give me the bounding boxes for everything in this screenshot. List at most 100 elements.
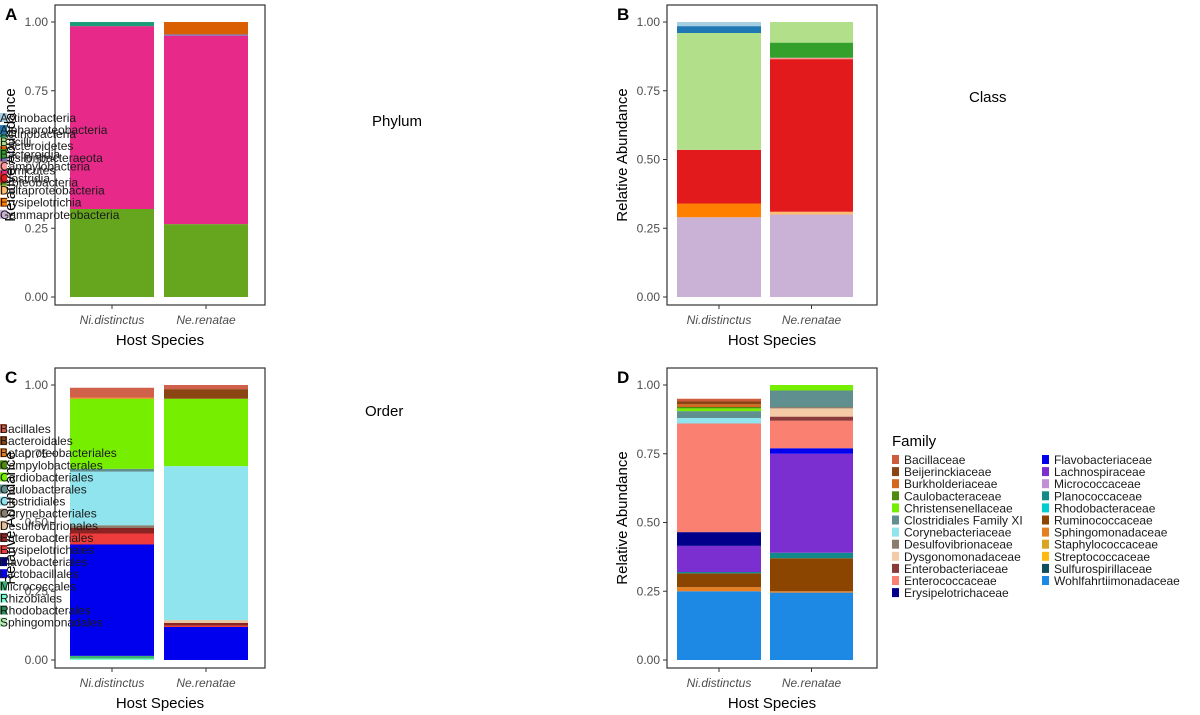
legend-swatch-d-4 bbox=[892, 503, 899, 513]
x-tick-label-a-0: Ni.distinctus bbox=[80, 313, 145, 327]
bar-segment-a-0-4 bbox=[70, 209, 154, 297]
bar-segment-d-0-10 bbox=[677, 423, 761, 533]
bar-segment-c-0-10 bbox=[70, 533, 154, 545]
legend-label-b-1: Alphaproteobacteria bbox=[0, 123, 108, 137]
legend-swatch-c-0 bbox=[0, 424, 7, 433]
legend-label-b-8: Gammaproteobacteria bbox=[0, 208, 120, 222]
legend-swatch-d-18 bbox=[1042, 527, 1049, 537]
legend-label-b-4: Campylobacteria bbox=[0, 159, 90, 173]
x-axis-title-b: Host Species bbox=[728, 332, 816, 349]
legend-title-d: Family bbox=[892, 433, 937, 450]
legend-swatch-c-10 bbox=[0, 545, 7, 554]
legend-title-c: Order bbox=[365, 403, 403, 420]
y-tick-label-a-3: 0.75 bbox=[25, 84, 49, 98]
legend-label-b-7: Erysipelotrichia bbox=[0, 196, 82, 210]
bar-segment-c-1-12 bbox=[164, 627, 248, 660]
bar-segment-b-1-3 bbox=[770, 42, 853, 58]
bar-segment-d-0-1 bbox=[677, 401, 761, 405]
bar-segment-c-0-4 bbox=[70, 398, 154, 469]
bar-segment-d-1-9 bbox=[770, 416, 853, 421]
bar-segment-a-1-1 bbox=[164, 22, 248, 35]
y-tick-label-b-3: 0.75 bbox=[637, 84, 661, 98]
bar-segment-b-0-0 bbox=[677, 22, 761, 27]
y-axis-title-b: Relative Abundance bbox=[614, 88, 631, 221]
x-tick-label-a-1: Ne.renatae bbox=[176, 313, 236, 327]
legend-label-c-7: Corynebacteriales bbox=[0, 507, 97, 521]
bar-segment-b-0-1 bbox=[677, 26, 761, 33]
legend-swatch-b-1 bbox=[0, 125, 7, 135]
bar-segment-a-0-0 bbox=[70, 22, 154, 27]
legend-label-d-15: Planococcaceae bbox=[1054, 489, 1142, 503]
legend-label-c-10: Erysipelotrichales bbox=[0, 543, 94, 557]
legend-label-a-0: Actinobacteria bbox=[0, 127, 76, 141]
y-tick-label-d-2: 0.50 bbox=[637, 516, 661, 530]
bar-segment-c-0-6 bbox=[70, 471, 154, 526]
legend-swatch-c-8 bbox=[0, 520, 7, 530]
legend-swatch-b-5 bbox=[0, 173, 7, 183]
legend-swatch-c-6 bbox=[0, 496, 7, 506]
legend-swatch-d-17 bbox=[1042, 515, 1049, 525]
legend-label-d-20: Streptococcaceae bbox=[1054, 550, 1150, 564]
bar-segment-d-0-11 bbox=[677, 532, 761, 546]
bar-segment-c-0-12 bbox=[70, 544, 154, 656]
legend-label-d-9: Enterobacteriaceae bbox=[904, 562, 1008, 576]
legend-swatch-c-9 bbox=[0, 532, 7, 542]
legend-swatch-d-7 bbox=[892, 539, 899, 549]
bar-segment-b-0-5 bbox=[677, 149, 761, 204]
x-tick-label-c-1: Ne.renatae bbox=[176, 676, 236, 690]
panel-label-b: B bbox=[617, 5, 629, 24]
bar-segment-d-0-6 bbox=[677, 418, 761, 424]
legend-label-c-6: Clostridiales bbox=[0, 495, 65, 509]
legend-swatch-b-2 bbox=[0, 137, 7, 147]
bar-segment-a-0-3 bbox=[70, 26, 154, 209]
legend-label-b-0: Actinobacteria bbox=[0, 111, 76, 125]
legend-label-b-5: Clostridia bbox=[0, 172, 50, 186]
legend-swatch-b-8 bbox=[0, 209, 7, 219]
bar-segment-d-1-13 bbox=[770, 453, 853, 553]
panel-label-c: C bbox=[5, 368, 17, 387]
legend-swatch-d-15 bbox=[1042, 491, 1049, 501]
y-tick-label-d-1: 0.25 bbox=[637, 584, 661, 598]
bar-segment-d-1-12 bbox=[770, 448, 853, 454]
legend-label-c-1: Bacteroidales bbox=[0, 434, 73, 448]
panel-label-d: D bbox=[617, 368, 629, 387]
y-tick-label-b-2: 0.50 bbox=[637, 153, 661, 167]
y-tick-label-c-3: 0.75 bbox=[25, 447, 49, 461]
bar-segment-b-0-2 bbox=[677, 33, 761, 150]
legend-label-c-13: Micrococcales bbox=[0, 579, 76, 593]
legend-label-d-16: Rhodobacteraceae bbox=[1054, 501, 1156, 515]
bar-segment-d-1-15 bbox=[770, 552, 853, 559]
legend-label-c-4: Cardiobacteriales bbox=[0, 470, 93, 484]
bar-segment-d-1-4 bbox=[770, 385, 853, 391]
legend-label-c-9: Enterobacteriales bbox=[0, 531, 93, 545]
bar-segment-c-0-14 bbox=[70, 658, 154, 660]
legend-swatch-b-0 bbox=[0, 113, 7, 122]
legend-label-a-2: Epsilonbacteraeota bbox=[0, 151, 103, 165]
legend-swatch-c-2 bbox=[0, 448, 7, 458]
legend-label-d-4: Christensenellaceae bbox=[904, 501, 1013, 515]
legend-label-c-0: Bacillales bbox=[0, 422, 51, 436]
bar-segment-c-0-13 bbox=[70, 655, 154, 659]
panel-frame-c bbox=[54, 367, 266, 669]
bar-segment-c-1-9 bbox=[164, 622, 248, 626]
legend-label-d-3: Caulobacteraceae bbox=[904, 489, 1002, 503]
legend-label-c-3: Campylobacterales bbox=[0, 458, 103, 472]
bar-segment-d-1-17 bbox=[770, 558, 853, 592]
y-tick-label-c-0: 0.00 bbox=[25, 653, 49, 667]
legend-label-d-22: Wohlfahrtiimonadaceae bbox=[1054, 574, 1180, 588]
legend-label-d-14: Micrococcaceae bbox=[1054, 477, 1141, 491]
legend-label-a-3: Firmicutes bbox=[0, 163, 55, 177]
bar-segment-d-1-18 bbox=[770, 591, 853, 593]
bar-segment-a-1-3 bbox=[164, 35, 248, 225]
y-tick-label-a-2: 0.50 bbox=[25, 153, 49, 167]
legend-label-c-11: Flavobacteriales bbox=[0, 555, 87, 569]
x-axis-title-d: Host Species bbox=[728, 695, 816, 712]
legend-label-c-2: Betaproteobacteriales bbox=[0, 446, 117, 460]
x-tick-label-b-0: Ni.distinctus bbox=[687, 313, 752, 327]
y-axis-title-d: Relative Abundance bbox=[614, 451, 631, 584]
bar-segment-b-1-6 bbox=[770, 211, 853, 215]
y-tick-label-d-4: 1.00 bbox=[637, 378, 661, 392]
bar-segment-d-0-13 bbox=[677, 545, 761, 572]
panel-label-a: A bbox=[5, 5, 17, 24]
